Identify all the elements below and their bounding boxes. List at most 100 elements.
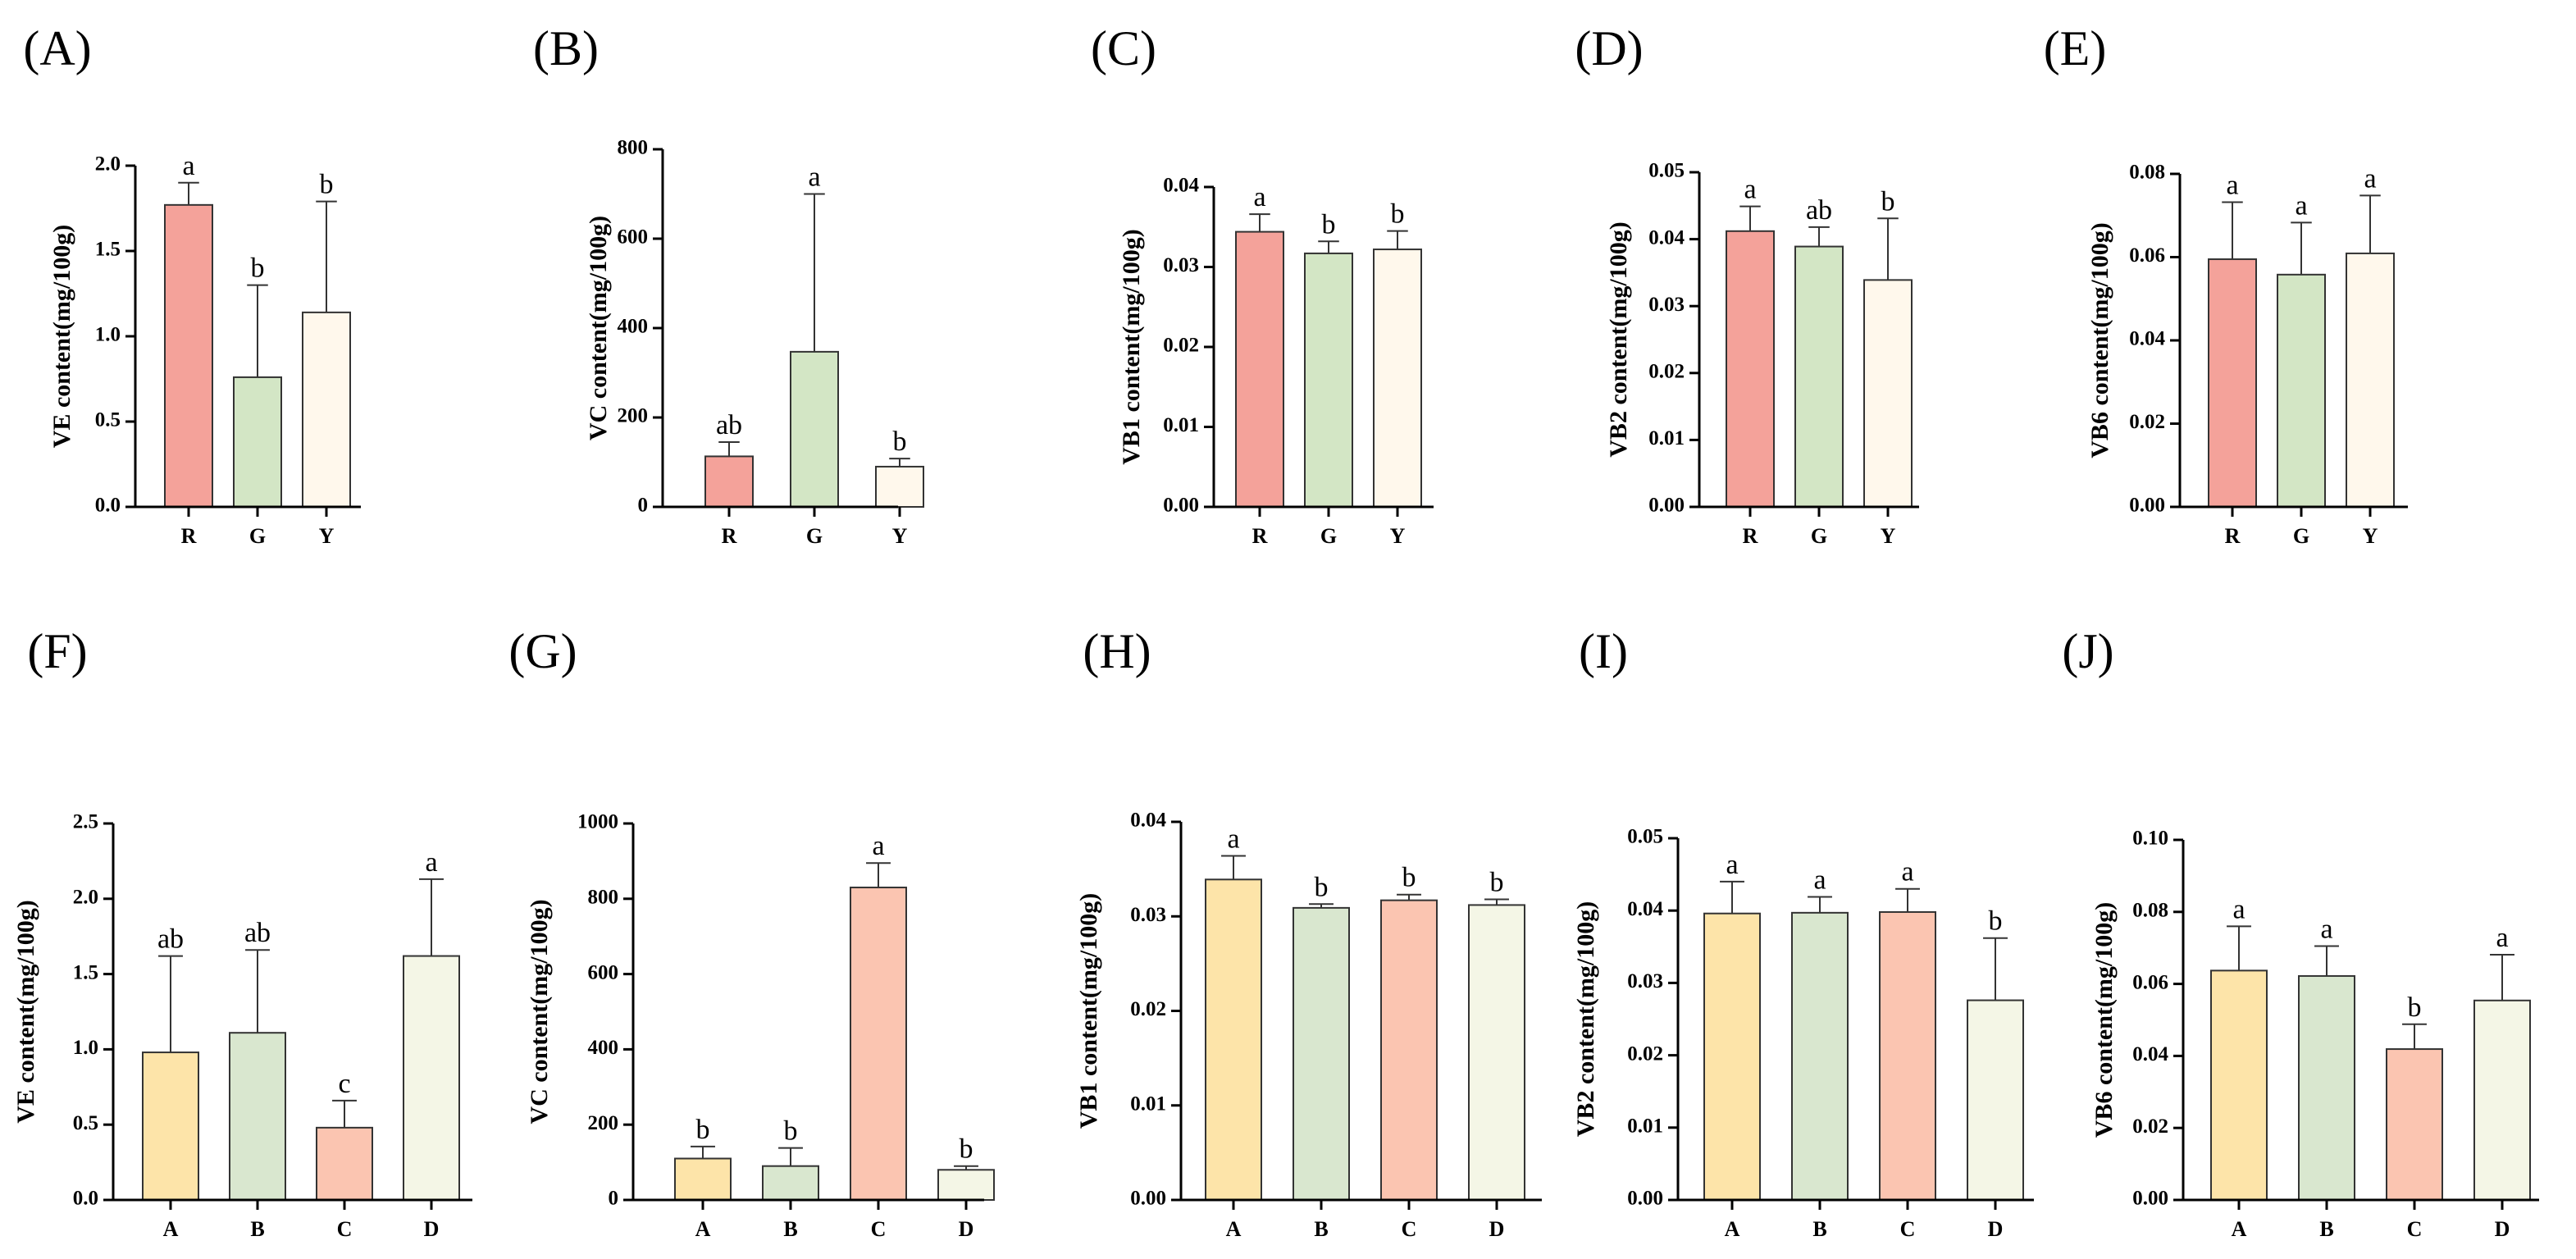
- y-tick-label: 800: [588, 887, 619, 909]
- y-tick-label: 0.04: [1163, 175, 1199, 197]
- x-tick-label: R: [1252, 524, 1268, 548]
- significance-letter: ab: [716, 410, 742, 440]
- significance-letter: b: [2408, 992, 2422, 1023]
- y-tick-label: 0.0: [95, 495, 121, 517]
- y-tick-label: 0.05: [1627, 826, 1663, 848]
- bar: [1791, 911, 1849, 1201]
- y-tick-label: 0: [638, 495, 649, 517]
- bar: [1703, 912, 1761, 1202]
- x-tick-label: G: [1320, 524, 1337, 548]
- significance-letter: a: [2226, 171, 2238, 201]
- bar: [674, 1157, 732, 1202]
- y-tick-label: 0.05: [1648, 160, 1685, 182]
- y-tick-label: 1.5: [95, 239, 121, 261]
- chart-panel: (E) VB6 content(mg/100g) a Ra Ga Y 0.00 0.02 0.0…: [2044, 21, 2408, 548]
- significance-letter: b: [1881, 186, 1895, 217]
- y-tick-label: 2.5: [73, 811, 98, 833]
- x-tick-label: A: [163, 1217, 179, 1241]
- bar: [704, 455, 754, 508]
- y-tick-label: 2.0: [73, 887, 98, 909]
- bar: [403, 955, 460, 1201]
- x-tick-label: D: [2495, 1217, 2510, 1241]
- bar: [790, 350, 839, 509]
- y-axis-title: VB1 content(mg/100g): [1075, 893, 1102, 1129]
- y-axis-title: VB2 content(mg/100g): [1572, 901, 1599, 1137]
- significance-letter: b: [1402, 863, 1416, 893]
- y-axis-title: VE content(mg/100g): [12, 900, 39, 1123]
- x-tick-label: A: [2232, 1217, 2247, 1241]
- y-tick-label: 200: [618, 405, 649, 427]
- bar: [1967, 999, 2024, 1201]
- bar: [1304, 252, 1353, 508]
- x-tick-label: B: [250, 1217, 264, 1241]
- x-tick-label: G: [1811, 524, 1827, 548]
- y-tick-label: 800: [618, 137, 649, 159]
- y-tick-label: 200: [588, 1112, 619, 1134]
- x-tick-label: B: [783, 1217, 797, 1241]
- significance-letter: b: [696, 1115, 710, 1145]
- significance-letter: a: [2295, 190, 2307, 221]
- bar: [229, 1032, 286, 1201]
- y-tick-label: 0.01: [1648, 427, 1685, 449]
- significance-letter: a: [1901, 857, 1913, 887]
- bar: [1468, 904, 1525, 1202]
- bar: [302, 311, 351, 508]
- y-tick-label: 0.04: [2129, 328, 2165, 350]
- x-tick-label: A: [1725, 1217, 1740, 1241]
- significance-letter: b: [893, 427, 907, 457]
- bar: [762, 1165, 819, 1201]
- y-tick-label: 1.5: [73, 961, 98, 983]
- bar: [142, 1051, 199, 1202]
- y-tick-label: 0.5: [73, 1112, 98, 1134]
- chart-panel: (F) VE content(mg/100g) ab Aab Bc Ca D 0.0 0.5 1.…: [12, 624, 472, 1241]
- y-tick-label: 0.02: [2132, 1115, 2168, 1138]
- significance-letter: ab: [157, 924, 184, 955]
- bar: [2210, 969, 2268, 1202]
- chart-panel: (I) VB2 content(mg/100g) a Aa Ba Cb D 0.00 0.01 0…: [1572, 624, 2034, 1241]
- y-tick-label: 0.08: [2132, 900, 2168, 922]
- x-tick-label: R: [2225, 524, 2241, 548]
- y-tick-label: 0.01: [1163, 414, 1199, 436]
- y-tick-label: 0.04: [1648, 226, 1685, 249]
- x-tick-label: Y: [2363, 524, 2378, 548]
- y-tick-label: 400: [588, 1037, 619, 1059]
- x-tick-label: B: [1314, 1217, 1328, 1241]
- x-tick-label: G: [2293, 524, 2309, 548]
- y-tick-label: 0.03: [1130, 904, 1166, 926]
- y-tick-label: 0.00: [1163, 495, 1199, 517]
- x-tick-label: B: [1812, 1217, 1826, 1241]
- significance-letter: a: [808, 162, 820, 193]
- significance-letter: a: [1253, 182, 1265, 212]
- x-tick-label: C: [1900, 1217, 1916, 1241]
- x-tick-label: R: [1743, 524, 1758, 548]
- x-tick-label: Y: [1390, 524, 1406, 548]
- significance-letter: a: [2232, 894, 2245, 924]
- panel-label: (A): [23, 21, 91, 75]
- significance-letter: a: [2320, 915, 2332, 945]
- y-tick-label: 400: [618, 316, 649, 338]
- panel-label: (H): [1083, 624, 1151, 678]
- bar: [1373, 249, 1422, 508]
- y-tick-label: 0.02: [2129, 411, 2165, 433]
- x-tick-label: C: [337, 1217, 353, 1241]
- y-tick-label: 0.02: [1648, 361, 1685, 383]
- significance-letter: b: [784, 1116, 798, 1147]
- bar: [2298, 974, 2355, 1202]
- y-tick-label: 0.03: [1163, 254, 1199, 276]
- panel-label: (J): [2062, 624, 2113, 678]
- chart-panel: (A) VE content(mg/100g) a Rb Gb Y 0.0 0.5 1.0 1.5…: [23, 21, 361, 548]
- bar: [2208, 258, 2257, 508]
- significance-letter: b: [1315, 872, 1329, 902]
- bar: [1863, 279, 1913, 508]
- bar: [316, 1126, 373, 1201]
- bar: [1235, 230, 1284, 508]
- y-tick-label: 0.00: [2132, 1188, 2168, 1210]
- y-axis-title: VB1 content(mg/100g): [1118, 229, 1145, 464]
- panel-label: (B): [533, 21, 599, 75]
- y-tick-label: 0.00: [1130, 1188, 1166, 1210]
- x-tick-label: R: [181, 524, 197, 548]
- y-tick-label: 1.0: [95, 324, 121, 346]
- y-tick-label: 1000: [577, 811, 618, 833]
- y-tick-label: 0.06: [2129, 244, 2165, 267]
- bar: [2346, 252, 2395, 508]
